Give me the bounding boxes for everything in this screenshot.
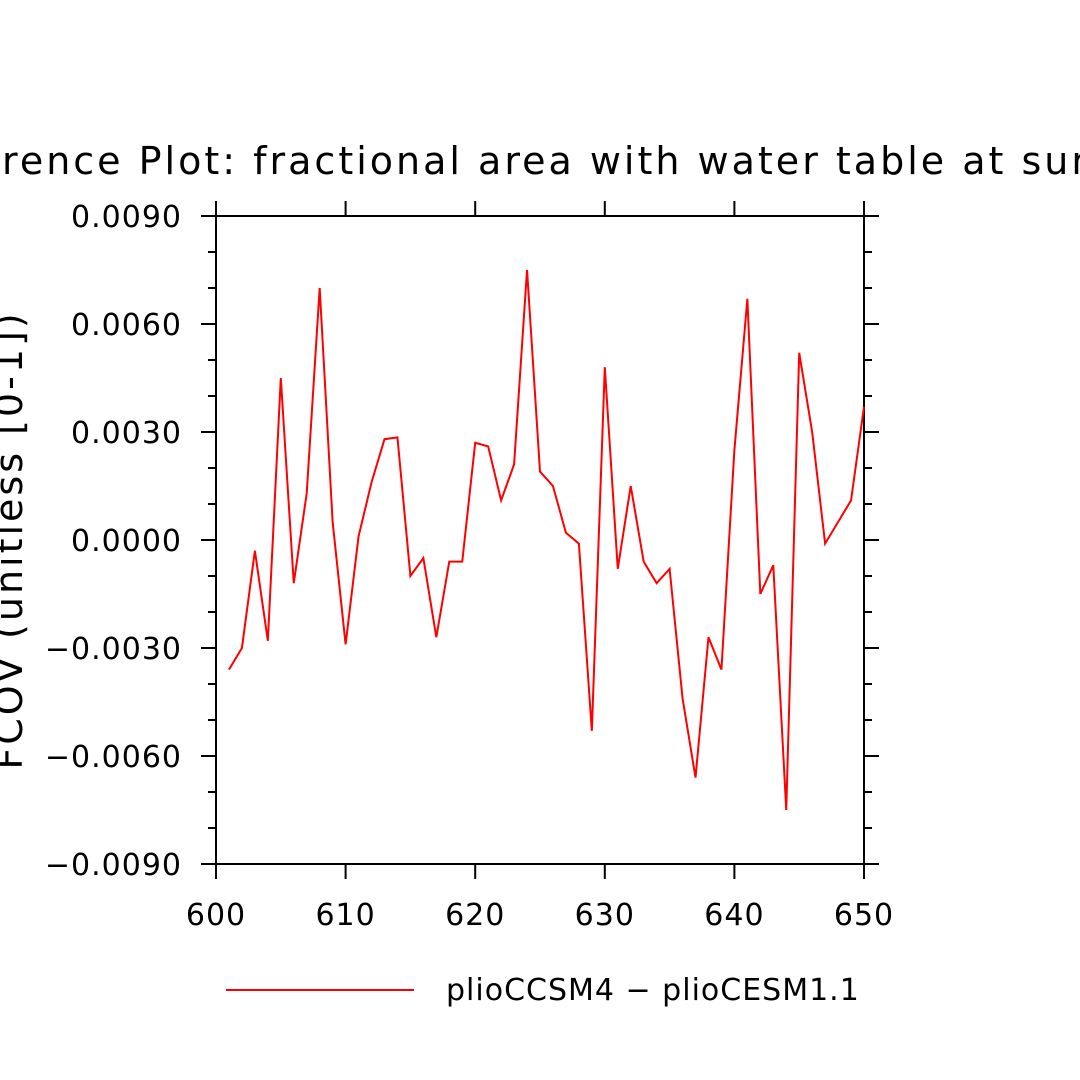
x-tick-label: 630 [575, 898, 635, 933]
y-tick-label: 0.0060 [71, 308, 182, 343]
y-tick-label: 0.0090 [71, 200, 182, 235]
axis-ticks [201, 201, 879, 879]
series-line [228, 269, 865, 811]
legend-label: plioCCSM4 − plioCESM1.1 [446, 973, 860, 1008]
y-tick-label: 0.0030 [71, 416, 182, 451]
y-tick-labels: 0.0090 0.0060 0.0030 0.0000 −0.0030 −0.0060 −0… [45, 200, 182, 883]
x-tick-label: 600 [186, 898, 246, 933]
x-tick-label: 610 [315, 898, 375, 933]
x-tick-label: 650 [834, 898, 894, 933]
plot-frame [215, 215, 865, 865]
y-axis-label: FCOV (unitless [0-1]) [0, 310, 31, 769]
x-tick-label: 620 [445, 898, 505, 933]
y-tick-label: −0.0090 [45, 848, 182, 883]
y-tick-label: −0.0030 [45, 632, 182, 667]
x-tick-labels: 600 610 620 630 640 650 [186, 898, 894, 933]
x-tick-label: 640 [704, 898, 764, 933]
series-layer [228, 269, 865, 811]
y-tick-label: −0.0060 [45, 740, 182, 775]
chart-title: Difference Plot: fractional area with wa… [0, 139, 1080, 183]
y-tick-label: 0.0000 [71, 524, 182, 559]
